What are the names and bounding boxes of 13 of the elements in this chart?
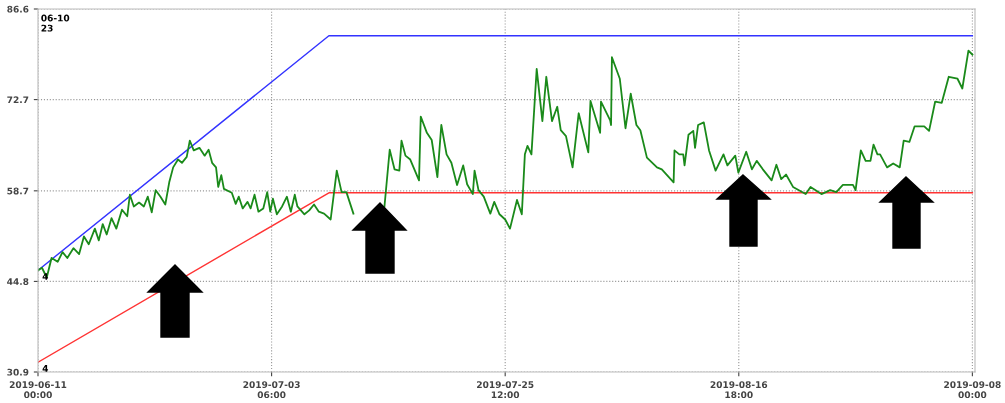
y-tick-label: 58.7	[7, 187, 29, 195]
x-tick-label: 2019-07-25 12:00	[477, 381, 534, 399]
x-tick-label: 2019-09-08 00:00	[944, 381, 1001, 399]
annotation: 06-10 23	[41, 14, 70, 32]
annotation: 4	[42, 365, 49, 372]
x-tick-label: 2019-06-11 00:00	[9, 381, 67, 399]
annotation: 4	[42, 273, 49, 280]
y-tick-label: 72.7	[7, 96, 29, 104]
y-tick-label: 30.9	[7, 368, 29, 376]
y-tick-label: 44.8	[7, 278, 29, 285]
x-tick-label: 2019-08-16 18:00	[710, 381, 768, 399]
x-tick-label: 2019-07-03 06:00	[243, 381, 300, 399]
y-tick-label: 86.6	[7, 5, 29, 13]
